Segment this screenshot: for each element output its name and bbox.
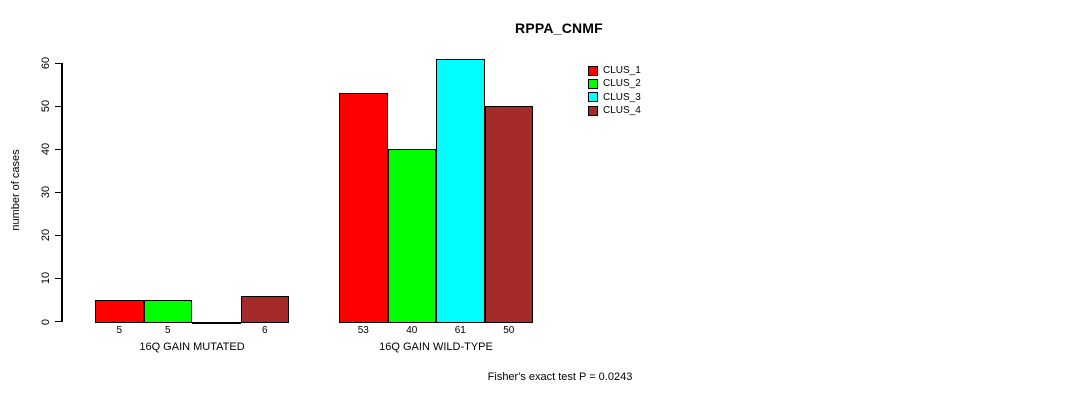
legend-swatch-icon [588,92,598,103]
fisher-test-annotation: Fisher's exact test P = 0.0243 [487,371,633,383]
bar-value-label: 61 [454,325,466,336]
bar-value-label: 5 [164,325,171,336]
y-tick [55,191,62,194]
legend-item-clus_2: CLUS_2 [588,77,641,90]
bar-clus_3-group2 [436,58,485,324]
bar-clus_3-group1 [192,321,241,324]
bar-value-label: 6 [261,325,268,336]
y-axis-label: number of cases [10,149,22,231]
bar-clus_4-group2 [484,106,533,324]
group-label-2: 16Q GAIN WILD-TYPE [379,341,493,353]
y-tick [55,148,62,151]
legend: CLUS_1 CLUS_2 CLUS_3 CLUS_4 [588,64,641,117]
y-tick-label: 0 [40,318,52,325]
legend-item-clus_3: CLUS_3 [588,91,641,104]
chart-title: RPPA_CNMF [515,20,603,36]
y-tick-label: 20 [40,229,52,242]
group-label-1: 16Q GAIN MUTATED [139,341,245,353]
legend-label: CLUS_1 [603,65,641,77]
bar-clus_1-group2 [339,93,388,324]
bar-value-label: 50 [503,325,515,336]
legend-label: CLUS_2 [603,78,641,90]
legend-item-clus_4: CLUS_4 [588,104,641,117]
y-tick [55,320,62,323]
bar-value-label: 5 [116,325,123,336]
y-tick [55,234,62,237]
bar-value-label: 40 [406,325,418,336]
bar-clus_4-group1 [240,295,289,324]
legend-swatch-icon [588,65,598,76]
y-tick [55,105,62,108]
y-tick-label: 50 [40,100,52,113]
legend-item-clus_1: CLUS_1 [588,64,641,77]
bar-clus_2-group1 [143,299,192,324]
y-tick [55,62,62,64]
legend-label: CLUS_3 [603,91,641,103]
y-tick-label: 40 [40,143,52,156]
y-tick [55,277,62,280]
legend-swatch-icon [588,105,598,116]
y-tick-label: 10 [40,272,52,285]
bar-clus_2-group2 [387,149,436,324]
y-tick-label: 30 [40,186,52,199]
bar-clus_1-group1 [95,299,144,324]
y-tick-label: 60 [40,57,52,70]
legend-swatch-icon [588,78,598,89]
bar-value-label: 53 [357,325,369,336]
legend-label: CLUS_4 [603,105,641,117]
